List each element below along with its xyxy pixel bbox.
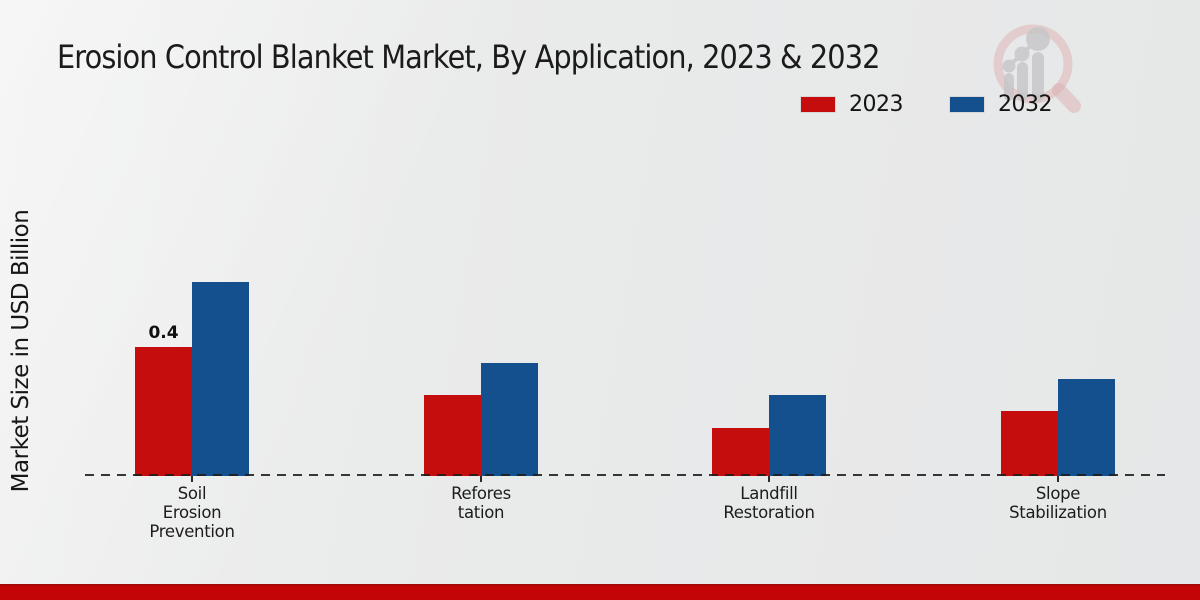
bar-2032-category-2 — [481, 363, 538, 476]
x-axis-category-label: Landfill Restoration — [723, 484, 815, 522]
legend-label: 2023 — [849, 92, 904, 117]
legend-swatch-2032 — [949, 96, 985, 113]
bar-value-label: 0.4 — [148, 323, 179, 343]
y-axis-label: Market Size in USD Billion — [8, 209, 34, 493]
bar-2023-category-1 — [135, 347, 192, 476]
x-axis-tick — [1057, 476, 1059, 482]
x-axis-tick — [768, 476, 770, 482]
x-axis-category-label: Slope Stabilization — [1009, 484, 1107, 522]
legend: 2023 2032 — [800, 92, 1053, 117]
footer-accent-bar — [0, 584, 1200, 600]
legend-item-2023: 2023 — [800, 92, 904, 117]
x-axis-baseline — [85, 474, 1165, 476]
bar-2032-category-1 — [192, 282, 249, 476]
chart-title: Erosion Control Blanket Market, By Appli… — [57, 38, 880, 76]
x-axis-tick — [191, 476, 193, 482]
x-axis-category-label: Soil Erosion Prevention — [149, 484, 235, 541]
legend-swatch-2023 — [800, 96, 836, 113]
legend-item-2032: 2032 — [949, 92, 1053, 117]
bar-2023-category-2 — [424, 395, 481, 476]
bar-2023-category-3 — [712, 428, 769, 476]
bar-2023-category-4 — [1001, 411, 1058, 476]
bar-2032-category-3 — [769, 395, 826, 476]
bar-2032-category-4 — [1058, 379, 1115, 476]
x-axis-tick — [480, 476, 482, 482]
magnifier-growth-logo-icon — [993, 24, 1081, 113]
legend-label: 2032 — [998, 92, 1053, 117]
x-axis-category-label: Refores tation — [451, 484, 511, 522]
